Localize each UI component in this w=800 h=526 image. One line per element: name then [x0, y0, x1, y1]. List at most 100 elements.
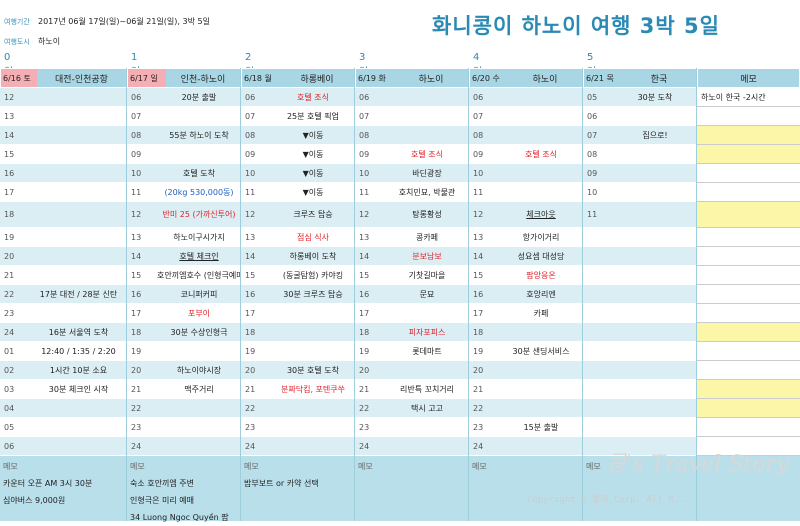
- slot-hour: 22: [359, 403, 370, 413]
- slot-hour: 07: [587, 130, 598, 140]
- time-slot: 18 피자포피스: [355, 323, 469, 342]
- time-slot: 15 호안끼엠호수 (인형극예매): [127, 266, 241, 285]
- slot-hour: 17: [473, 308, 484, 318]
- time-slot: 17 포부이: [127, 304, 241, 323]
- time-slot: 11: [469, 183, 583, 202]
- slot-hour: 21: [245, 384, 256, 394]
- time-slot: 22: [241, 399, 355, 418]
- memo-slot: [697, 126, 800, 145]
- slot-activity: 집으로!: [642, 130, 668, 140]
- time-slot: 16: [0, 164, 127, 183]
- slot-activity: ▼이동: [302, 168, 324, 178]
- watermark: 콩's Travel Story: [606, 452, 789, 477]
- slot-hour: 19: [473, 346, 484, 356]
- day-place: 인천-하노이: [180, 74, 226, 85]
- slot-activity: 롯데마트: [412, 346, 442, 356]
- slot-hour: 21: [473, 384, 484, 394]
- memo-slot: [697, 183, 800, 202]
- time-slot: 13 항가이거리: [469, 228, 583, 247]
- time-slot: 10 ▼이동: [241, 164, 355, 183]
- time-slot: 01 12:40 / 1:35 / 2:20: [0, 342, 127, 361]
- slot-hour: 05: [587, 92, 598, 102]
- memo-slot: [697, 247, 800, 266]
- time-slot: [583, 323, 697, 342]
- time-slot: 22: [469, 399, 583, 418]
- time-slot: 21 분짜닥킴, 포텐쿠쑤: [241, 380, 355, 399]
- slot-activity: 호치민묘, 박물관: [398, 187, 456, 197]
- slot-hour: 11: [587, 210, 598, 219]
- time-slot: 19: [127, 342, 241, 361]
- time-slot: 24 16분 서울역 도착: [0, 323, 127, 342]
- slot-activity: 20분 출발: [181, 92, 217, 102]
- memo-text: 하노이 한국 -2시간: [701, 92, 766, 102]
- slot-hour: 16: [131, 289, 142, 299]
- slot-hour: 02: [4, 365, 15, 375]
- time-slot: 23: [0, 304, 127, 323]
- day-date: 6/18 월: [244, 73, 272, 83]
- column-divider: [468, 68, 469, 521]
- slot-activity: 반미 25 (가까신투어): [162, 210, 236, 219]
- slot-hour: 22: [131, 403, 142, 413]
- slot-activity: 하롱베이 도착: [289, 251, 337, 261]
- time-slot: 12 탕롱황성: [355, 202, 469, 228]
- slot-hour: 12: [473, 210, 484, 219]
- slot-hour: 05: [4, 422, 15, 432]
- slot-hour: 08: [587, 149, 598, 159]
- slot-hour: 06: [587, 111, 598, 121]
- slot-hour: 24: [4, 327, 15, 337]
- time-slot: 20 30분 호텔 도착: [241, 361, 355, 380]
- slot-activity: 17분 대전 / 28분 신탄: [39, 289, 118, 299]
- time-slot: 07: [355, 107, 469, 126]
- slot-hour: 06: [245, 92, 256, 102]
- trip-info: 여행기간 2017년 06월 17일(일)~06월 21일(일), 3박 5일 여…: [4, 12, 210, 52]
- slot-activity: ▼이동: [302, 149, 324, 159]
- time-slot: 16 문묘: [355, 285, 469, 304]
- slot-hour: 16: [4, 168, 15, 178]
- slot-hour: 08: [359, 130, 370, 140]
- time-slot: [583, 437, 697, 456]
- slot-activity: 15분 출발: [523, 422, 559, 432]
- slot-activity: ▼이동: [302, 187, 324, 197]
- slot-hour: 14: [131, 251, 142, 261]
- time-slot: 15 기찻길마을: [355, 266, 469, 285]
- time-slot: 13 하노이구시가지: [127, 228, 241, 247]
- memo-slot: [697, 202, 800, 228]
- slot-hour: 18: [4, 210, 15, 219]
- time-slot: 23: [355, 418, 469, 437]
- slot-hour: 08: [131, 130, 142, 140]
- day-label: 5일차: [587, 52, 596, 93]
- memo-label: 메모: [586, 462, 601, 471]
- time-slot: 22 17분 대전 / 28분 신탄: [0, 285, 127, 304]
- day-label: 1일차: [131, 52, 140, 93]
- time-slot: 06: [583, 107, 697, 126]
- time-slot: 02 1시간 10분 소요: [0, 361, 127, 380]
- slot-activity: 항가이거리: [522, 232, 560, 242]
- time-slot: 11 ▼이동: [241, 183, 355, 202]
- memo-slot: 하노이 한국 -2시간: [697, 88, 800, 107]
- day-memo: 메모: [583, 456, 800, 521]
- memo-label: 메모: [3, 462, 18, 471]
- slot-hour: 06: [359, 92, 370, 102]
- slot-hour: 10: [131, 168, 142, 178]
- slot-hour: 19: [359, 346, 370, 356]
- time-slot: 24: [355, 437, 469, 456]
- day-header: 6/16 토 대전-인천공항: [0, 68, 127, 88]
- slot-hour: 13: [4, 111, 15, 121]
- slot-hour: 08: [473, 130, 484, 140]
- time-slot: 14 분보남보: [355, 247, 469, 266]
- time-slot: 19 30분 샌딩서비스: [469, 342, 583, 361]
- slot-activity: 1시간 10분 소요: [49, 365, 108, 375]
- slot-hour: 13: [473, 232, 484, 242]
- time-slot: [583, 285, 697, 304]
- slot-hour: 15: [359, 270, 370, 280]
- day-date: 6/17 일: [128, 69, 166, 87]
- time-slot: 22 택시 고고: [355, 399, 469, 418]
- memo-line: 숙소 호안끼엠 주변: [130, 479, 194, 488]
- memo-line: 34 Luong Ngoc Quyền 팝: [130, 513, 229, 522]
- slot-activity: 크루즈 탑승: [293, 210, 333, 219]
- slot-hour: 06: [131, 92, 142, 102]
- memo-line: 카운터 오픈 AM 3시 30분: [3, 479, 93, 488]
- day-label: 3일차: [359, 52, 368, 93]
- memo-slot: [697, 285, 800, 304]
- slot-hour: 06: [4, 441, 15, 451]
